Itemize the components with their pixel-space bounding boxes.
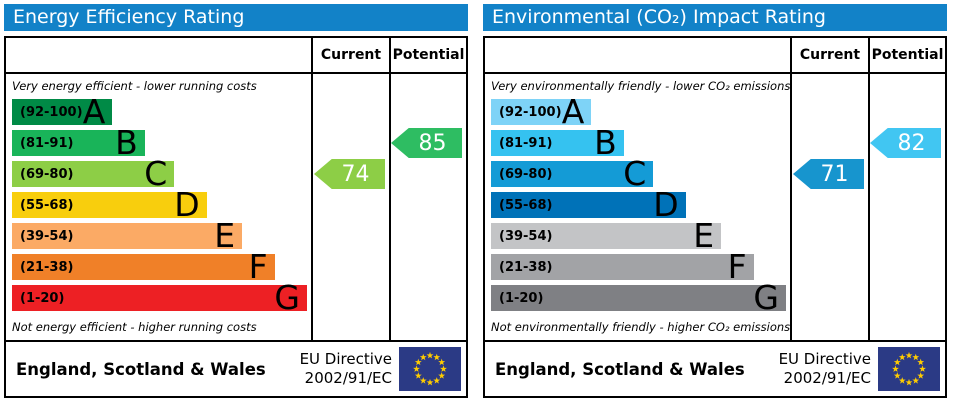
current-arrow: 71 — [793, 159, 864, 189]
band-letter: F — [248, 247, 268, 286]
band-letter: A — [82, 92, 106, 131]
band-d: (55-68) D — [12, 185, 207, 224]
band-range: (21-38) — [499, 259, 553, 275]
band-range: (81-91) — [20, 135, 74, 151]
band-range: (21-38) — [20, 259, 74, 275]
band-g: (1-20) G — [12, 278, 307, 317]
co2-rating-table: Current Potential Very environmentally f… — [483, 36, 947, 398]
eu-stars — [892, 351, 926, 386]
potential-arrow: 85 — [391, 128, 462, 158]
band-letter: D — [653, 185, 679, 224]
band-letter: D — [174, 185, 200, 224]
band-f: (21-38) F — [12, 247, 275, 286]
top-note: Very energy efficient - lower running co… — [12, 79, 257, 93]
rating-body: Very environmentally friendly - lower CO… — [485, 74, 945, 340]
current-value: 74 — [341, 161, 370, 187]
column-header-row: Current Potential — [6, 38, 466, 74]
rating-scale-header-cell — [6, 38, 311, 72]
current-column: 71 — [790, 74, 868, 340]
band-range: (81-91) — [499, 135, 553, 151]
potential-value: 82 — [897, 130, 926, 156]
band-letter: F — [727, 247, 747, 286]
band-range: (69-80) — [499, 166, 553, 182]
rating-scale-header-cell — [485, 38, 790, 72]
band-letter: G — [753, 278, 779, 317]
bands: (92-100) A (81-91) B (69-80) C (55-68) D (39-54)… — [12, 92, 307, 317]
band-letter: E — [693, 216, 715, 255]
eu-stars — [413, 351, 447, 386]
energy-rating-table: Current Potential Very energy efficient … — [4, 36, 468, 398]
potential-arrow: 82 — [870, 128, 941, 158]
band-range: (1-20) — [499, 290, 544, 306]
energy-title-bar: Energy Efficiency Rating — [4, 4, 468, 31]
eu-flag-icon — [399, 347, 461, 391]
band-letter: G — [274, 278, 300, 317]
current-column: 74 — [311, 74, 389, 340]
potential-column-header: Potential — [389, 38, 466, 72]
band-letter: B — [115, 123, 138, 162]
bottom-note: Not energy efficient - higher running co… — [12, 320, 257, 334]
eu-directive-label: EU Directive 2002/91/EC — [778, 350, 871, 387]
current-value: 71 — [820, 161, 849, 187]
band-f: (21-38) F — [491, 247, 754, 286]
band-c: (69-80) C — [491, 154, 654, 193]
rating-scale: Very energy efficient - lower running co… — [6, 74, 311, 340]
rating-scale: Very environmentally friendly - lower CO… — [485, 74, 790, 340]
bands: (92-100) A (81-91) B (69-80) C (55-68) D (39-54)… — [491, 92, 786, 317]
band-letter: B — [594, 123, 617, 162]
region-label: England, Scotland & Wales — [495, 359, 745, 379]
band-range: (92-100) — [499, 104, 562, 120]
band-e: (39-54) E — [491, 216, 722, 255]
band-g: (1-20) G — [491, 278, 786, 317]
energy-efficiency-panel: Energy Efficiency Rating Current Potenti… — [4, 4, 468, 398]
current-column-header: Current — [311, 38, 389, 72]
co2-title-bar: Environmental (CO₂) Impact Rating — [483, 4, 947, 31]
band-range: (1-20) — [20, 290, 65, 306]
eu-flag-icon — [878, 347, 940, 391]
footer: England, Scotland & Wales EU Directive 2… — [485, 340, 945, 396]
co2-impact-panel: Environmental (CO₂) Impact Rating Curren… — [483, 4, 947, 398]
band-e: (39-54) E — [12, 216, 243, 255]
band-a: (92-100) A — [491, 92, 592, 131]
band-range: (55-68) — [20, 197, 74, 213]
band-a: (92-100) A — [12, 92, 113, 131]
band-range: (55-68) — [499, 197, 553, 213]
top-note: Very environmentally friendly - lower CO… — [491, 79, 790, 93]
potential-column: 85 — [389, 74, 466, 340]
rating-body: Very energy efficient - lower running co… — [6, 74, 466, 340]
eu-directive-label: EU Directive 2002/91/EC — [299, 350, 392, 387]
band-letter: C — [144, 154, 168, 193]
band-letter: A — [561, 92, 585, 131]
region-label: England, Scotland & Wales — [16, 359, 266, 379]
band-letter: C — [623, 154, 647, 193]
potential-value: 85 — [418, 130, 447, 156]
footer: England, Scotland & Wales EU Directive 2… — [6, 340, 466, 396]
potential-column-header: Potential — [868, 38, 945, 72]
band-b: (81-91) B — [491, 123, 624, 162]
band-d: (55-68) D — [491, 185, 686, 224]
band-range: (69-80) — [20, 166, 74, 182]
current-column-header: Current — [790, 38, 868, 72]
bottom-note: Not environmentally friendly - higher CO… — [491, 320, 790, 334]
band-c: (69-80) C — [12, 154, 175, 193]
band-range: (39-54) — [20, 228, 74, 244]
column-header-row: Current Potential — [485, 38, 945, 74]
current-arrow: 74 — [314, 159, 385, 189]
band-letter: E — [214, 216, 236, 255]
potential-column: 82 — [868, 74, 945, 340]
band-b: (81-91) B — [12, 123, 145, 162]
band-range: (92-100) — [20, 104, 83, 120]
band-range: (39-54) — [499, 228, 553, 244]
